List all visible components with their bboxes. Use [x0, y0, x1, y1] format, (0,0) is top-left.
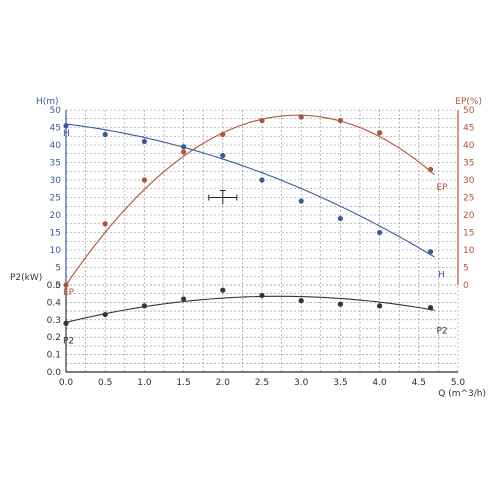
p2-data-point — [63, 320, 69, 326]
q-tick-label: 1.0 — [137, 378, 152, 388]
h-axis-label: H(m) — [36, 97, 59, 107]
p2-tick-label: 0.5 — [47, 281, 61, 291]
curve-labels: H H EP EP P2 P2 — [63, 129, 448, 347]
p2-tick-label: 0.2 — [47, 333, 61, 343]
crosshair-marker — [208, 190, 238, 205]
ep-data-point — [102, 221, 108, 227]
h-data-point — [377, 229, 383, 236]
ep-data-point — [337, 117, 343, 124]
p2-data-point — [427, 305, 434, 311]
q-tick-label: 4.0 — [372, 378, 387, 388]
ep-tick-label: 15 — [463, 229, 474, 239]
p2-data-point — [298, 298, 304, 304]
p2-tick-label: 0.3 — [47, 316, 61, 326]
h-tick-label: 25 — [50, 194, 61, 204]
grid-lines — [65, 109, 459, 373]
h-data-point — [102, 131, 108, 138]
ep-data-point — [377, 130, 383, 136]
h-tick-label: 30 — [50, 176, 62, 186]
ep-tick-label: 0 — [463, 281, 469, 291]
p2-curve-label: P2 — [436, 326, 447, 336]
p2-fit-curve — [65, 295, 435, 323]
ep-data-point — [220, 131, 226, 138]
ep-data-point — [427, 166, 434, 173]
h-tick-label: 20 — [50, 211, 62, 221]
ep-data-point — [298, 114, 304, 120]
p2-curve-label: P2 — [63, 337, 74, 347]
ep-tick-label: 50 — [463, 106, 475, 116]
h-tick-label: 15 — [50, 229, 61, 239]
ep-tick-label: 45 — [463, 124, 474, 134]
p2-data-point — [377, 303, 383, 309]
h-tick-label: 5 — [55, 264, 61, 274]
q-tick-label: 0.5 — [98, 378, 112, 388]
q-tick-label: 1.5 — [176, 378, 190, 388]
q-tick-label: 3.0 — [294, 378, 309, 388]
h-data-point — [181, 144, 187, 150]
ep-curve-label: EP — [436, 183, 448, 193]
p2-data-point — [141, 303, 147, 309]
q-axis-label: Q (m^3/h) — [438, 389, 486, 399]
p2-data-point — [259, 292, 265, 299]
ep-tick-label: 25 — [463, 194, 474, 204]
p2-data-point — [220, 287, 226, 293]
q-tick-label: 4.5 — [412, 378, 426, 388]
data-points — [63, 114, 434, 326]
axis-frames — [65, 110, 459, 373]
p2-data-point — [102, 311, 108, 318]
h-fit-curve — [65, 123, 435, 258]
ep-data-point — [259, 117, 265, 124]
p2-data-point — [181, 296, 187, 302]
ep-tick-label: 40 — [463, 141, 475, 151]
p2-data-point — [337, 301, 343, 307]
p2-tick-label: 0.1 — [47, 351, 61, 361]
q-tick-label: 3.5 — [333, 378, 347, 388]
h-tick-label: 40 — [50, 141, 62, 151]
ep-fit-curve — [65, 114, 435, 286]
h-data-point — [427, 249, 434, 255]
h-curve-label: H — [438, 271, 445, 281]
h-curve-label: H — [63, 129, 70, 139]
fitted-curves — [65, 114, 435, 323]
ep-tick-label: 5 — [463, 264, 469, 274]
h-data-point — [298, 198, 304, 204]
h-tick-label: 45 — [50, 124, 61, 134]
ep-curve-label: EP — [63, 288, 75, 298]
h-data-point — [220, 152, 226, 159]
ep-tick-label: 20 — [463, 211, 475, 221]
h-data-point — [141, 138, 147, 145]
h-tick-label: 0 — [55, 281, 61, 291]
ep-tick-label: 10 — [463, 246, 475, 256]
ep-data-point — [141, 177, 147, 183]
q-tick-label: 5.0 — [451, 378, 466, 388]
h-tick-label: 50 — [50, 106, 62, 116]
h-data-point — [259, 177, 265, 183]
ep-tick-label: 35 — [463, 159, 474, 169]
p2-tick-label: 0.0 — [47, 368, 62, 378]
p2-axis-label: P2(kW) — [10, 273, 42, 283]
h-tick-label: 35 — [50, 159, 61, 169]
ep-data-point — [63, 282, 69, 288]
h-tick-label: 10 — [50, 246, 62, 256]
q-tick-label: 2.5 — [255, 378, 269, 388]
ep-tick-label: 30 — [463, 176, 475, 186]
p2-tick-label: 0.4 — [47, 298, 62, 308]
ep-axis-label: EP(%) — [455, 97, 482, 107]
tick-labels: 0 5 10 15 20 25 30 35 40 45 50 0 5 10 15 20 25 30 35 40 45 50… — [47, 106, 475, 388]
h-data-point — [63, 123, 69, 129]
q-tick-label: 0.0 — [59, 378, 74, 388]
h-data-point — [337, 215, 343, 222]
q-tick-label: 2.0 — [216, 378, 231, 388]
ep-data-point — [181, 149, 187, 155]
